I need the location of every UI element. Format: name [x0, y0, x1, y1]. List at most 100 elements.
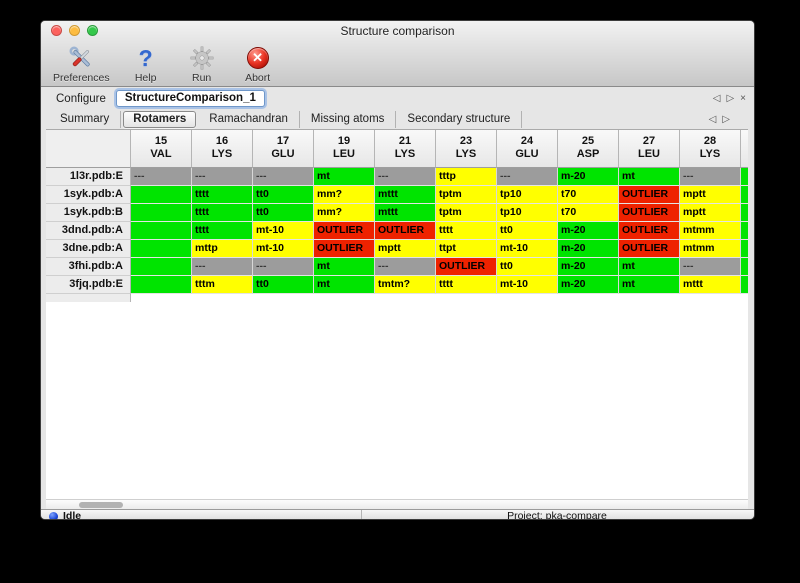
rotamer-cell[interactable]: OUTLIER [619, 204, 680, 222]
rotamer-cell[interactable]: OUTLIER [619, 222, 680, 240]
rotamer-cell[interactable]: mt [619, 258, 680, 276]
rotamer-cell[interactable]: tttt [192, 204, 253, 222]
rotamer-cell[interactable]: tt0 [253, 276, 314, 294]
rotamer-cell[interactable]: mt [314, 258, 375, 276]
minimize-window-button[interactable] [69, 25, 80, 36]
row-label[interactable]: 3fhi.pdb:A [46, 258, 131, 276]
prev-tab-icon[interactable]: ◁ [708, 114, 717, 125]
prev-configuration-icon[interactable]: ◁ [712, 93, 721, 104]
rotamer-cell[interactable]: tttt [436, 276, 497, 294]
close-configuration-icon[interactable]: × [740, 93, 746, 104]
rotamer-cell[interactable]: mt [314, 276, 375, 294]
rotamer-cell[interactable]: t [131, 222, 192, 240]
tab-rotamers[interactable]: Rotamers [123, 111, 197, 128]
rotamer-cell[interactable]: m-20 [558, 258, 619, 276]
rotamer-cell[interactable]: t [131, 186, 192, 204]
rotamer-cell[interactable]: --- [192, 258, 253, 276]
close-window-button[interactable] [51, 25, 62, 36]
tab-secondary-structure[interactable]: Secondary structure [396, 111, 523, 128]
rotamer-cell[interactable]: mptt [680, 204, 741, 222]
zoom-window-button[interactable] [87, 25, 98, 36]
configure-name-field[interactable]: StructureComparison_1 [115, 90, 265, 107]
rotamer-cell[interactable]: t70 [558, 204, 619, 222]
rotamer-cell[interactable]: mttp [192, 240, 253, 258]
run-button[interactable]: Run [182, 45, 222, 84]
preferences-button[interactable]: Preferences [53, 45, 110, 84]
rotamer-cell[interactable]: mttt [375, 186, 436, 204]
rotamer-cell[interactable]: t [131, 240, 192, 258]
rotamer-cell[interactable]: mt [619, 168, 680, 186]
rotamer-cell[interactable]: mt-10 [253, 240, 314, 258]
rotamer-cell[interactable]: mt [619, 276, 680, 294]
rotamer-cell[interactable]: --- [680, 258, 741, 276]
rotamer-cell[interactable]: --- [253, 258, 314, 276]
rotamer-cell[interactable]: --- [131, 168, 192, 186]
rotamer-cell[interactable]: tttt [192, 222, 253, 240]
rotamer-cell[interactable]: tmtm? [375, 276, 436, 294]
rotamer-cell[interactable]: tt0 [253, 186, 314, 204]
rotamer-cell[interactable]: --- [192, 168, 253, 186]
rotamer-cell[interactable]: tttt [436, 222, 497, 240]
rotamer-cell[interactable]: mt [314, 168, 375, 186]
rotamer-cell[interactable]: mt-10 [497, 276, 558, 294]
rotamer-cell[interactable]: tttm [192, 276, 253, 294]
rotamer-cell[interactable]: mm? [314, 186, 375, 204]
rotamer-cell[interactable]: --- [253, 168, 314, 186]
rotamer-cell[interactable]: t [131, 204, 192, 222]
title-bar[interactable]: Structure comparison [41, 21, 754, 40]
rotamer-cell[interactable]: mt-10 [497, 240, 558, 258]
row-label[interactable]: 1l3r.pdb:E [46, 168, 131, 186]
residue-name: LEU [638, 148, 660, 160]
row-label[interactable]: 1syk.pdb:B [46, 204, 131, 222]
rotamer-cell[interactable]: m-20 [558, 276, 619, 294]
rotamer-cell[interactable]: tp10 [497, 186, 558, 204]
horizontal-scrollbar[interactable] [46, 499, 748, 509]
scrollbar-thumb[interactable] [79, 502, 123, 508]
rotamer-cell[interactable]: --- [680, 168, 741, 186]
residue-name: VAL [150, 148, 172, 160]
rotamer-cell[interactable]: mm? [314, 204, 375, 222]
row-label[interactable]: 1syk.pdb:A [46, 186, 131, 204]
rotamer-cell[interactable]: OUTLIER [314, 240, 375, 258]
rotamer-cell[interactable]: OUTLIER [375, 222, 436, 240]
rotamer-cell[interactable]: mttt [375, 204, 436, 222]
next-configuration-icon[interactable]: ▷ [726, 93, 735, 104]
row-label[interactable]: 3dne.pdb:A [46, 240, 131, 258]
rotamer-cell[interactable]: m-20 [558, 168, 619, 186]
rotamer-cell[interactable]: OUTLIER [314, 222, 375, 240]
rotamer-cell[interactable]: mt-10 [253, 222, 314, 240]
rotamer-cell[interactable]: tttt [192, 186, 253, 204]
rotamer-cell[interactable]: mptt [680, 186, 741, 204]
rotamer-cell[interactable]: tt0 [497, 222, 558, 240]
rotamer-cell[interactable]: t70 [558, 186, 619, 204]
rotamer-cell[interactable]: tt0 [497, 258, 558, 276]
rotamer-cell[interactable]: t [131, 258, 192, 276]
rotamer-cell[interactable]: tptm [436, 186, 497, 204]
tab-missing-atoms[interactable]: Missing atoms [300, 111, 397, 128]
rotamer-cell[interactable]: --- [497, 168, 558, 186]
rotamer-cell[interactable]: mtmm [680, 240, 741, 258]
abort-button[interactable]: ✕ Abort [238, 45, 278, 84]
rotamer-cell[interactable]: --- [375, 168, 436, 186]
tab-ramachandran[interactable]: Ramachandran [198, 111, 300, 128]
rotamer-cell[interactable]: m-20 [558, 222, 619, 240]
rotamer-cell[interactable]: OUTLIER [619, 240, 680, 258]
next-tab-icon[interactable]: ▷ [722, 114, 730, 125]
rotamer-cell[interactable]: tptm [436, 204, 497, 222]
rotamer-cell[interactable]: m-20 [558, 240, 619, 258]
rotamer-cell[interactable]: t [131, 276, 192, 294]
rotamer-cell[interactable]: mttt [680, 276, 741, 294]
rotamer-cell[interactable]: --- [375, 258, 436, 276]
rotamer-cell[interactable]: mtmm [680, 222, 741, 240]
rotamer-cell[interactable]: tp10 [497, 204, 558, 222]
rotamer-cell[interactable]: tttp [436, 168, 497, 186]
rotamer-cell[interactable]: OUTLIER [619, 186, 680, 204]
row-label[interactable]: 3fjq.pdb:E [46, 276, 131, 294]
rotamer-cell[interactable]: tt0 [253, 204, 314, 222]
tab-summary[interactable]: Summary [49, 111, 122, 128]
rotamer-cell[interactable]: mptt [375, 240, 436, 258]
row-label[interactable]: 3dnd.pdb:A [46, 222, 131, 240]
rotamer-cell[interactable]: ttpt [436, 240, 497, 258]
rotamer-cell[interactable]: OUTLIER [436, 258, 497, 276]
help-button[interactable]: ? Help [126, 45, 166, 84]
